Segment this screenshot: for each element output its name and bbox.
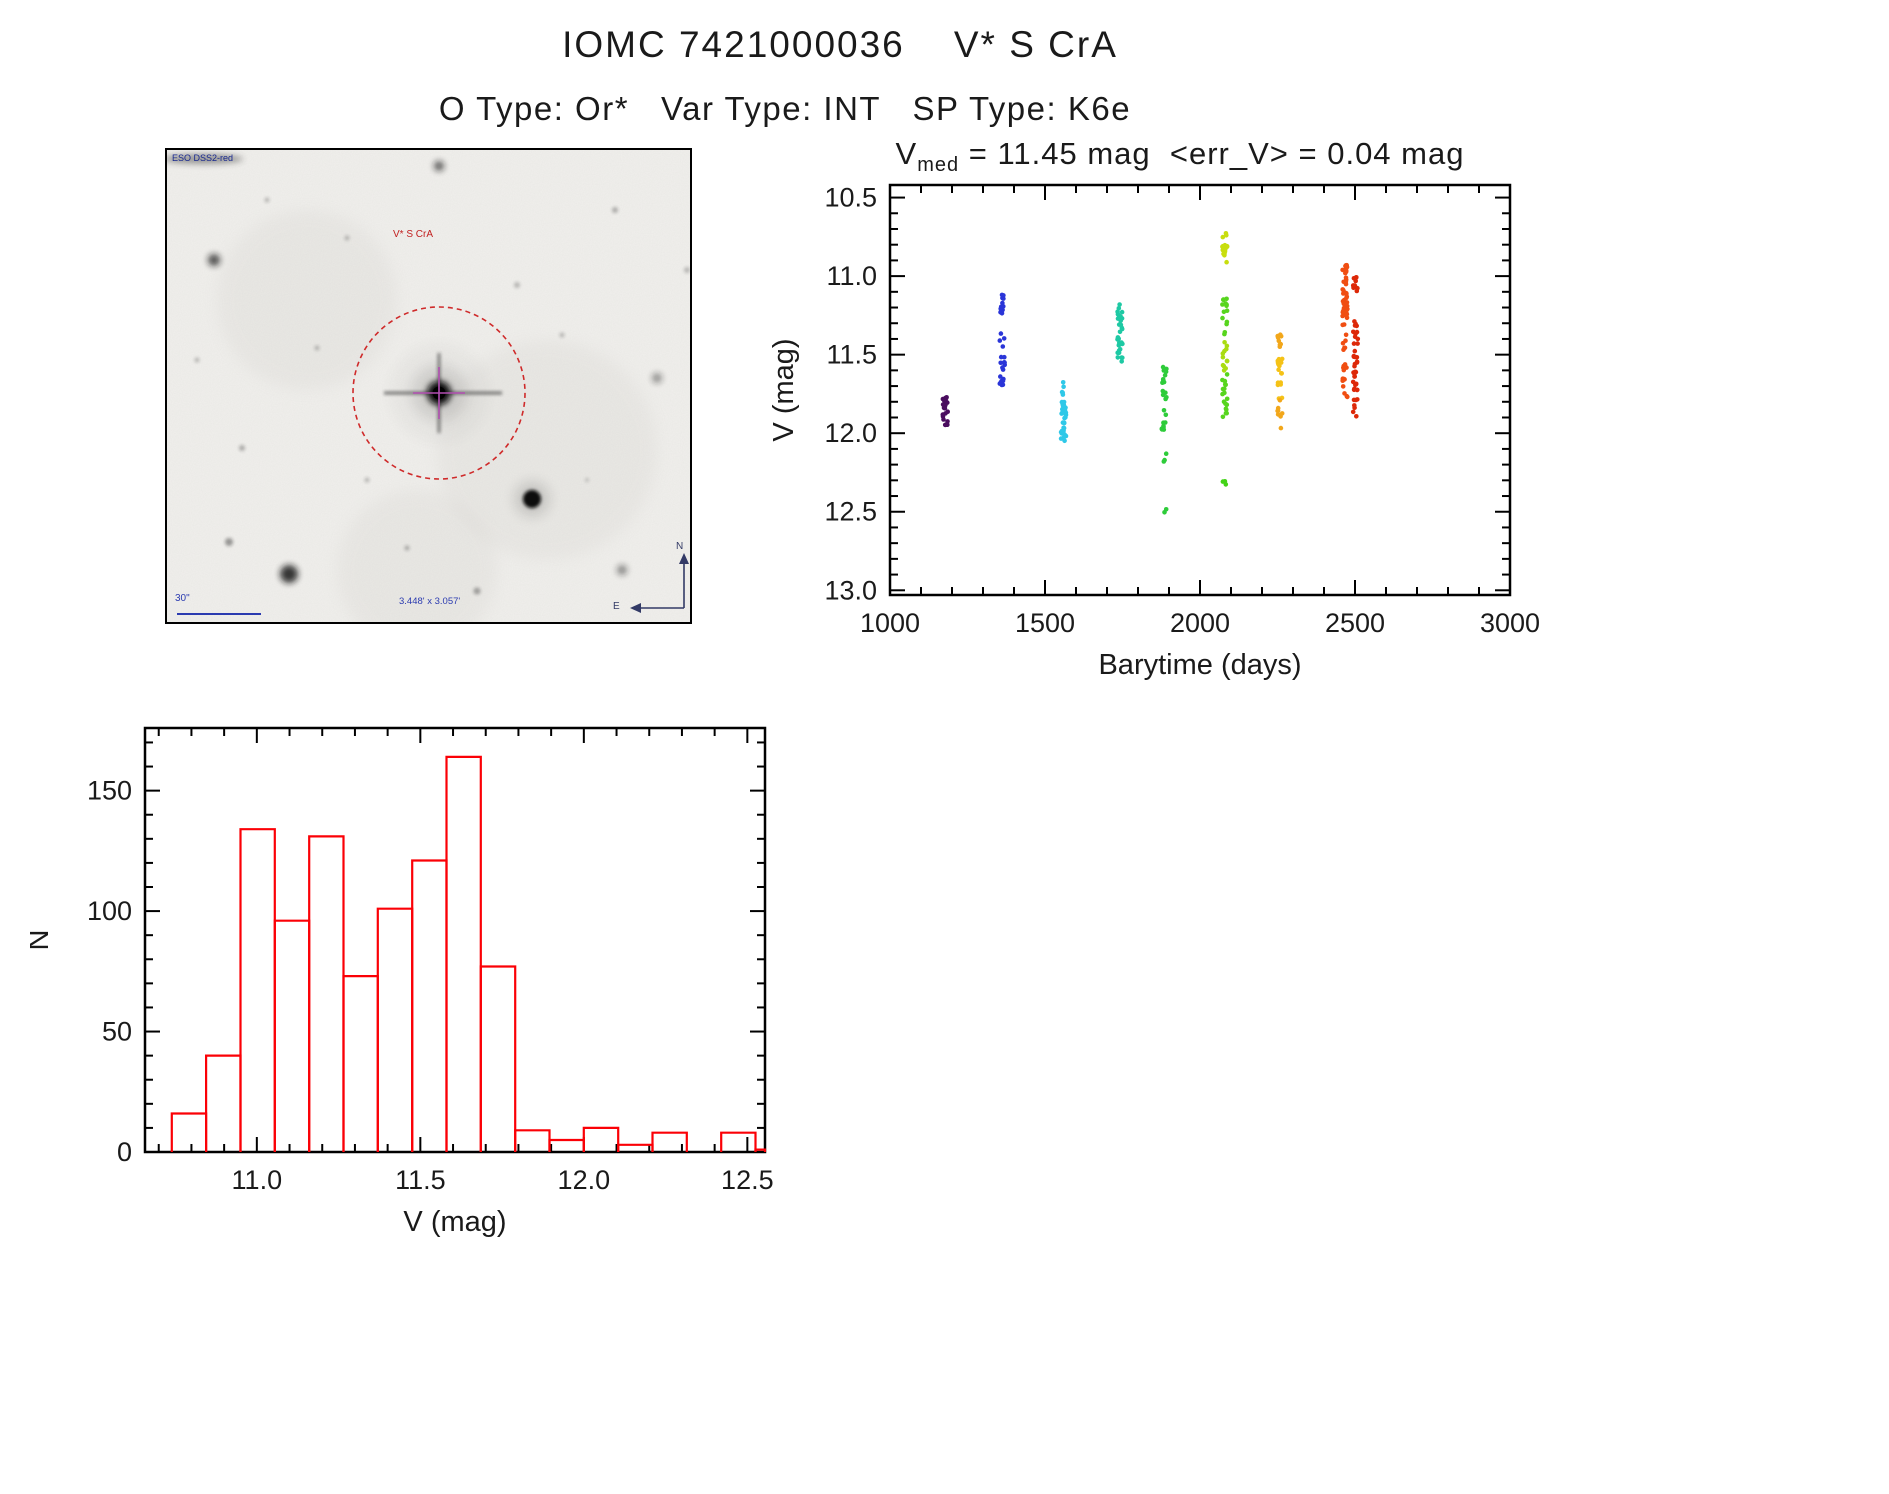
compass-east-arrow — [630, 603, 641, 613]
histogram-x-tick-label: 11.0 — [232, 1165, 283, 1195]
compass-north-label: N — [676, 541, 684, 552]
observation-cluster — [1115, 302, 1125, 364]
histogram-bar — [411, 859, 448, 1152]
histogram-bar — [205, 1054, 242, 1152]
lightcurve-points — [940, 231, 1361, 515]
histogram-y-tick-label: 50 — [102, 1017, 132, 1047]
lightcurve-x-tick-label: 2000 — [1170, 608, 1230, 638]
histogram-bars — [170, 755, 767, 1152]
histogram-y-tick-label: 0 — [117, 1137, 132, 1167]
histogram-bar — [548, 1138, 585, 1152]
lightcurve-x-tick-label: 2500 — [1325, 608, 1385, 638]
field-stars — [194, 161, 690, 595]
lightcurve-x-tick-label: 1000 — [860, 608, 920, 638]
lightcurve-y-axis-title: V (mag) — [768, 338, 800, 441]
histogram-x-tick-label: 12.5 — [721, 1165, 774, 1195]
lightcurve-axes — [888, 183, 1512, 597]
histogram-y-tick-label: 150 — [87, 776, 132, 806]
histogram-labels: 11.0 11.5 12.0 12.5 0 50 100 150 V (mag) N — [30, 776, 774, 1238]
observation-cluster — [997, 292, 1007, 388]
survey-label: ESO DSS2-red — [172, 153, 234, 163]
lightcurve-x-tick-label: 1500 — [1015, 608, 1075, 638]
vmed-stats: = 11.45 mag <err_V> = 0.04 mag — [959, 136, 1465, 171]
histogram-y-tick-label: 100 — [87, 896, 132, 926]
histogram-plot: 11.0 11.5 12.0 12.5 0 50 100 150 V (mag) N — [30, 726, 774, 1238]
lightcurve-labels: 1000 1500 2000 2500 3000 10.5 11.0 11.5 12.0 12.5… — [768, 183, 1540, 681]
histogram-bar — [342, 975, 379, 1152]
histogram-bar — [479, 965, 517, 1152]
observation-cluster — [940, 395, 950, 428]
histogram-x-tick-label: 12.0 — [558, 1165, 611, 1195]
observation-cluster — [1220, 231, 1230, 487]
scale-bar-label: 30" — [175, 593, 190, 604]
lightcurve-y-tick-label: 10.5 — [824, 183, 877, 213]
histogram-bar — [720, 1131, 757, 1152]
lightcurve-y-tick-label: 12.0 — [824, 418, 877, 448]
compass-north-arrow — [679, 553, 689, 564]
histogram-bar — [445, 755, 482, 1152]
finding-chart: ESO DSS2-red V* S CrA 30" 3.448' x 3.057… — [165, 148, 692, 624]
observation-cluster — [1159, 364, 1169, 515]
vmed-subscript: med — [917, 154, 960, 177]
histogram-bar — [376, 907, 414, 1152]
compass-east-label: E — [613, 601, 620, 612]
page-subtitle: O Type: Or* Var Type: INT SP Type: K6e — [438, 90, 1132, 127]
histogram-bar — [754, 1148, 767, 1152]
aperture-circle — [352, 306, 526, 480]
lightcurve-title: Vmed = 11.45 mag <err_V> = 0.04 mag — [830, 136, 1530, 177]
observation-cluster — [1340, 262, 1350, 400]
compass — [630, 553, 689, 613]
lightcurve-y-tick-label: 13.0 — [824, 575, 877, 605]
plate-edge-smudge — [167, 154, 243, 164]
lightcurve-y-tick-label: 11.5 — [826, 340, 877, 370]
companion-star — [515, 482, 549, 516]
histogram-bar — [239, 828, 276, 1152]
lightcurve-x-axis-title: Barytime (days) — [1098, 649, 1301, 681]
histogram-bar — [651, 1131, 688, 1152]
target-crosshair — [413, 367, 465, 419]
lightcurve-y-tick-label: 11.0 — [826, 261, 877, 291]
lightcurve-plot: 1000 1500 2000 2500 3000 10.5 11.0 11.5 12.0 12.5… — [768, 183, 1540, 681]
histogram-bar — [170, 1112, 208, 1152]
target-label: V* S CrA — [393, 229, 434, 240]
lightcurve-x-tick-label: 3000 — [1480, 608, 1540, 638]
histogram-x-tick-label: 11.5 — [395, 1165, 446, 1195]
fov-label: 3.448' x 3.057' — [399, 596, 461, 607]
histogram-y-axis-title: N — [30, 930, 55, 951]
vmed-symbol: V — [895, 136, 918, 171]
lightcurve-y-tick-label: 12.5 — [824, 497, 877, 527]
histogram-bar — [273, 919, 311, 1152]
observation-cluster — [1275, 332, 1285, 431]
page-title: IOMC 7421000036 V* S CrA — [562, 24, 1118, 65]
histogram-axes — [143, 726, 767, 1154]
histogram-bar — [308, 835, 345, 1152]
histogram-x-axis-title: V (mag) — [403, 1206, 506, 1238]
observation-cluster — [1350, 275, 1361, 419]
finding-chart-image — [167, 150, 690, 622]
histogram-bar — [514, 1129, 551, 1152]
histogram-bar — [582, 1126, 620, 1152]
observation-cluster — [1058, 380, 1069, 444]
